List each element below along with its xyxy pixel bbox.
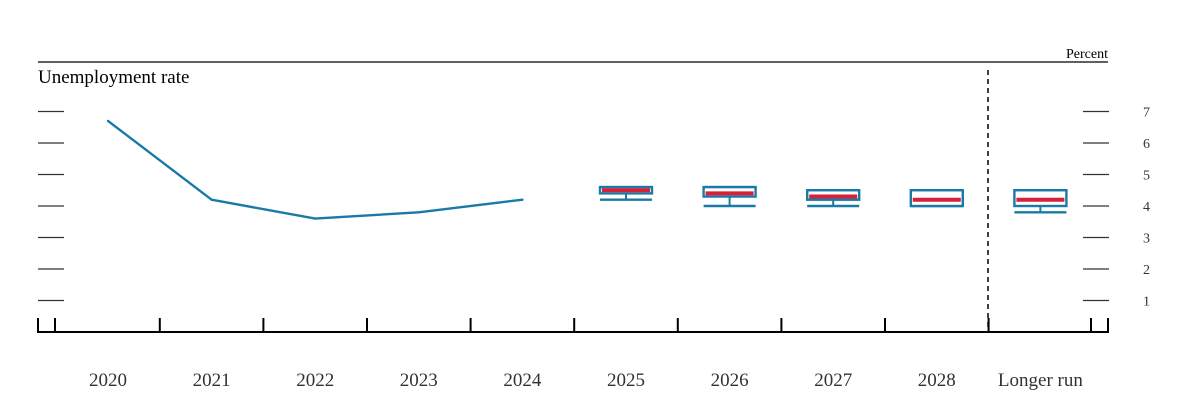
chart-title: Unemployment rate <box>38 67 189 88</box>
x-tick-label: 2028 <box>918 370 956 391</box>
y-tick-label: 2 <box>1143 263 1150 278</box>
y-tick-label: 5 <box>1143 169 1150 184</box>
x-tick-label: 2025 <box>607 370 645 391</box>
history-point <box>210 198 213 201</box>
x-tick-label: 2022 <box>296 370 334 391</box>
projection-boxes <box>598 185 1068 214</box>
projection-box <box>909 189 964 208</box>
y-tick-label: 6 <box>1143 137 1150 152</box>
y-tick-label: 4 <box>1143 200 1150 215</box>
y-tick-label: 1 <box>1143 295 1150 310</box>
x-tick-label: 2023 <box>400 370 438 391</box>
x-tick-label: 2021 <box>193 370 231 391</box>
y-tick-label: 7 <box>1143 106 1150 121</box>
unit-label: Percent <box>1066 47 1108 62</box>
x-tick-label: 2024 <box>503 370 542 391</box>
history-point <box>521 198 524 201</box>
projection-box <box>598 185 654 201</box>
projection-box <box>806 189 861 208</box>
history-point <box>314 217 317 220</box>
projection-box <box>1013 189 1068 214</box>
axis-ticks: 1 2 3 4 5 6 7 <box>37 106 1150 333</box>
projection-box <box>702 185 757 208</box>
x-tick-label: 2020 <box>89 370 127 391</box>
history-point <box>106 119 110 123</box>
x-tick-labels: 2020 2021 2022 2023 2024 2025 2026 2027 2028 Long… <box>89 370 1083 391</box>
history-line <box>107 119 523 220</box>
history-point <box>417 211 420 214</box>
y-tick-label: 3 <box>1143 232 1150 247</box>
x-tick-label: 2026 <box>711 370 749 391</box>
x-tick-label: Longer run <box>998 370 1083 391</box>
x-tick-label: 2027 <box>814 370 852 391</box>
history-series <box>106 119 524 220</box>
